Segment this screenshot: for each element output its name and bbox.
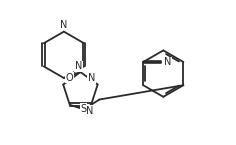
Text: S: S (80, 104, 87, 114)
Text: N: N (75, 61, 82, 71)
Text: N: N (164, 57, 171, 67)
Text: N: N (86, 106, 94, 116)
Text: O: O (66, 73, 73, 83)
Text: N: N (88, 74, 95, 84)
Text: N: N (60, 20, 67, 30)
